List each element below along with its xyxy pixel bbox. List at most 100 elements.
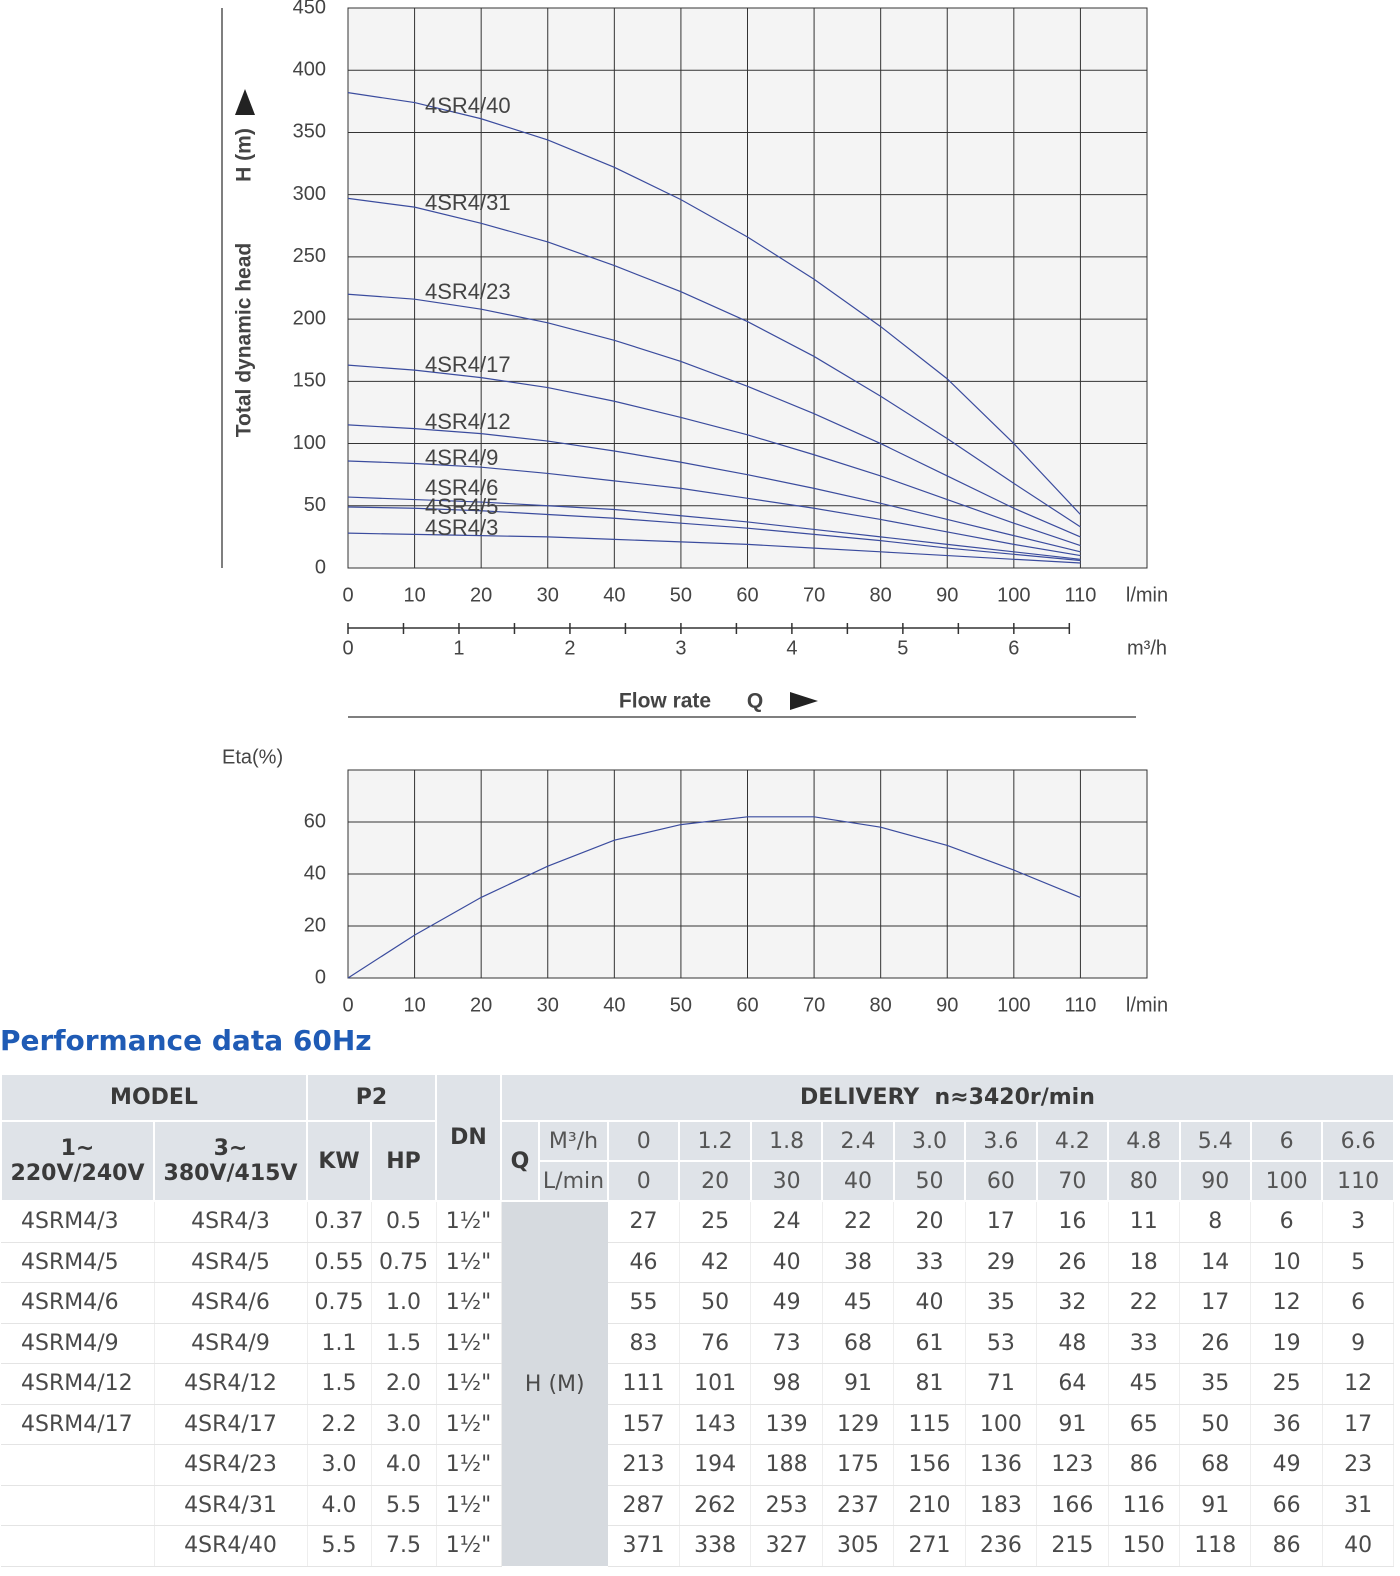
x-tick-label: 80 <box>870 994 892 1016</box>
table-cell <box>1 1485 155 1526</box>
table-cell: 4SRM4/9 <box>1 1323 155 1364</box>
table-cell: 129 <box>822 1404 895 1445</box>
table-cell: 17 <box>1179 1282 1252 1324</box>
table-cell: 22 <box>822 1201 895 1243</box>
table-cell: 26 <box>1036 1242 1109 1283</box>
y-tick-label: 400 <box>293 59 326 81</box>
table-cell: 81 <box>893 1363 966 1405</box>
x2-tick-label: 0 <box>342 637 353 659</box>
table-cell: 5 <box>1322 1242 1395 1283</box>
x2-tick-label: 2 <box>564 637 575 659</box>
curve-label: 4SR4/23 <box>425 279 511 304</box>
x-tick-label: 110 <box>1064 994 1096 1016</box>
table-cell: 115 <box>893 1404 966 1445</box>
table-cell: 118 <box>1179 1525 1252 1567</box>
x-tick-label: 20 <box>470 994 492 1016</box>
table-row: 4SR4/40 5.5 7.5 1½" 371 338 327 305 271 236 215 150… <box>1 1525 1395 1567</box>
table-cell: 0.75 <box>307 1282 372 1324</box>
x-tick-label: 90 <box>936 584 958 606</box>
y-tick-label: 0 <box>315 556 326 578</box>
table-cell: 1½" <box>436 1242 502 1283</box>
header-cell: 1.8 <box>749 1120 824 1162</box>
table-cell: 7.5 <box>371 1525 437 1567</box>
header-line: 220V/240V <box>10 1161 145 1186</box>
table-cell: 86 <box>1250 1525 1323 1567</box>
y-axis-label: Total dynamic head <box>233 243 256 438</box>
header-cell: 0 <box>606 1160 681 1202</box>
header-cell: 60 <box>964 1160 1038 1202</box>
table-cell: 17 <box>1322 1404 1395 1445</box>
header-line: 380V/415V <box>163 1161 298 1186</box>
table-cell: 215 <box>1036 1525 1109 1567</box>
table-cell: 73 <box>750 1323 823 1364</box>
table-cell: 271 <box>893 1525 966 1567</box>
x-tick-label: 30 <box>537 584 559 606</box>
y-tick-label: 200 <box>293 307 326 329</box>
table-cell: 68 <box>822 1323 895 1364</box>
curve <box>347 197 1081 528</box>
curve <box>347 364 1081 547</box>
table-cell: 175 <box>822 1444 895 1486</box>
x-tick-label: 70 <box>803 584 825 606</box>
x-tick-label: 40 <box>603 994 625 1016</box>
table-cell: 253 <box>750 1485 823 1526</box>
table-cell: 287 <box>608 1485 680 1526</box>
table-cell: 100 <box>965 1404 1038 1445</box>
table-cell: 1½" <box>436 1201 502 1243</box>
table-row: 4SRM4/5 4SR4/5 0.55 0.75 1½" 46 42 40 38 33 29 26 18… <box>1 1242 1395 1283</box>
header-cell: 2.4 <box>821 1120 895 1162</box>
table-cell: 27 <box>608 1201 680 1243</box>
curve <box>347 532 1081 564</box>
table-cell: 1½" <box>436 1525 502 1567</box>
table-cell: 50 <box>679 1282 752 1324</box>
table-cell: 64 <box>1036 1363 1109 1405</box>
table-cell: 16 <box>1036 1201 1109 1243</box>
header-cell: M³/h <box>538 1120 609 1162</box>
table-cell: 31 <box>1322 1485 1395 1526</box>
table-cell: 68 <box>1179 1444 1252 1486</box>
curve <box>347 506 1081 562</box>
table-cell: 3 <box>1322 1201 1395 1243</box>
x-tick-label: 0 <box>342 584 353 606</box>
table-cell: 66 <box>1250 1485 1323 1526</box>
x-tick-label: 110 <box>1064 584 1096 606</box>
curve-label: 4SR4/5 <box>425 494 498 519</box>
table-row: 4SRM4/12 4SR4/12 1.5 2.0 1½" 111 101 98 91 81 71 64… <box>1 1363 1395 1405</box>
y-tick-label: 40 <box>304 862 326 884</box>
table-cell: 4SR4/31 <box>154 1485 308 1526</box>
table-cell: 1.1 <box>307 1323 372 1364</box>
table-cell: 116 <box>1108 1485 1181 1526</box>
table-cell: 210 <box>893 1485 966 1526</box>
table-cell: 4SR4/6 <box>154 1282 308 1324</box>
table-cell: 35 <box>965 1282 1038 1324</box>
table-cell: 1.5 <box>371 1323 437 1364</box>
table-cell: 8 <box>1179 1201 1252 1243</box>
curve <box>347 816 1081 979</box>
table-cell: 1.0 <box>371 1282 437 1324</box>
table-cell: 12 <box>1322 1363 1395 1405</box>
table-cell: 35 <box>1179 1363 1252 1405</box>
arrow <box>235 89 255 115</box>
table-cell: 76 <box>679 1323 752 1364</box>
table-cell: 23 <box>1322 1444 1395 1486</box>
table-row: 4SRM4/3 4SR4/3 0.37 0.5 1½" H (M) 27 25 24 22 20 17… <box>1 1201 1395 1566</box>
x-unit: l/min <box>1126 994 1168 1016</box>
table-cell: 139 <box>750 1404 823 1445</box>
table-cell: 49 <box>750 1282 823 1324</box>
table-cell: 4SR4/3 <box>154 1201 308 1243</box>
table-cell: 4SRM4/12 <box>1 1363 155 1405</box>
header-cell: P2 <box>306 1073 437 1122</box>
table-cell: 136 <box>965 1444 1038 1486</box>
x-tick-label: 90 <box>936 994 958 1016</box>
table-cell: 262 <box>679 1485 752 1526</box>
table-cell: 1½" <box>436 1363 502 1405</box>
header-cell: 100 <box>1249 1160 1324 1202</box>
table-cell: 1½" <box>436 1404 502 1445</box>
table-cell: 4SR4/5 <box>154 1242 308 1283</box>
header-cell: 0 <box>606 1120 681 1162</box>
table-cell: 3.0 <box>307 1444 372 1486</box>
header-cell: HP <box>370 1120 437 1202</box>
header-line: 1~ <box>60 1136 95 1161</box>
